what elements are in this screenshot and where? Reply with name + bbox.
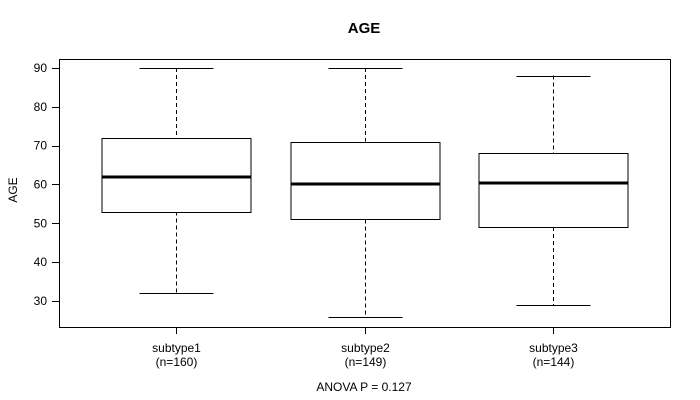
chart-title: AGE bbox=[347, 20, 381, 37]
y-tick-label: 50 bbox=[34, 216, 48, 230]
category-label: subtype1 bbox=[152, 341, 201, 355]
y-tick-label: 80 bbox=[34, 100, 48, 114]
y-tick-label: 60 bbox=[34, 177, 48, 191]
y-tick-label: 30 bbox=[34, 294, 48, 308]
category-label: subtype2 bbox=[341, 341, 390, 355]
iqr-box bbox=[478, 153, 629, 228]
category-sublabel: (n=160) bbox=[156, 355, 198, 369]
anova-annotation: ANOVA P = 0.127 bbox=[316, 380, 412, 394]
category-sublabel: (n=149) bbox=[345, 355, 387, 369]
y-tick-label: 90 bbox=[34, 61, 48, 75]
y-tick-label: 40 bbox=[34, 255, 48, 269]
y-tick-label: 70 bbox=[34, 139, 48, 153]
category-sublabel: (n=144) bbox=[533, 355, 575, 369]
category-label: subtype3 bbox=[529, 341, 578, 355]
iqr-box bbox=[290, 142, 441, 220]
